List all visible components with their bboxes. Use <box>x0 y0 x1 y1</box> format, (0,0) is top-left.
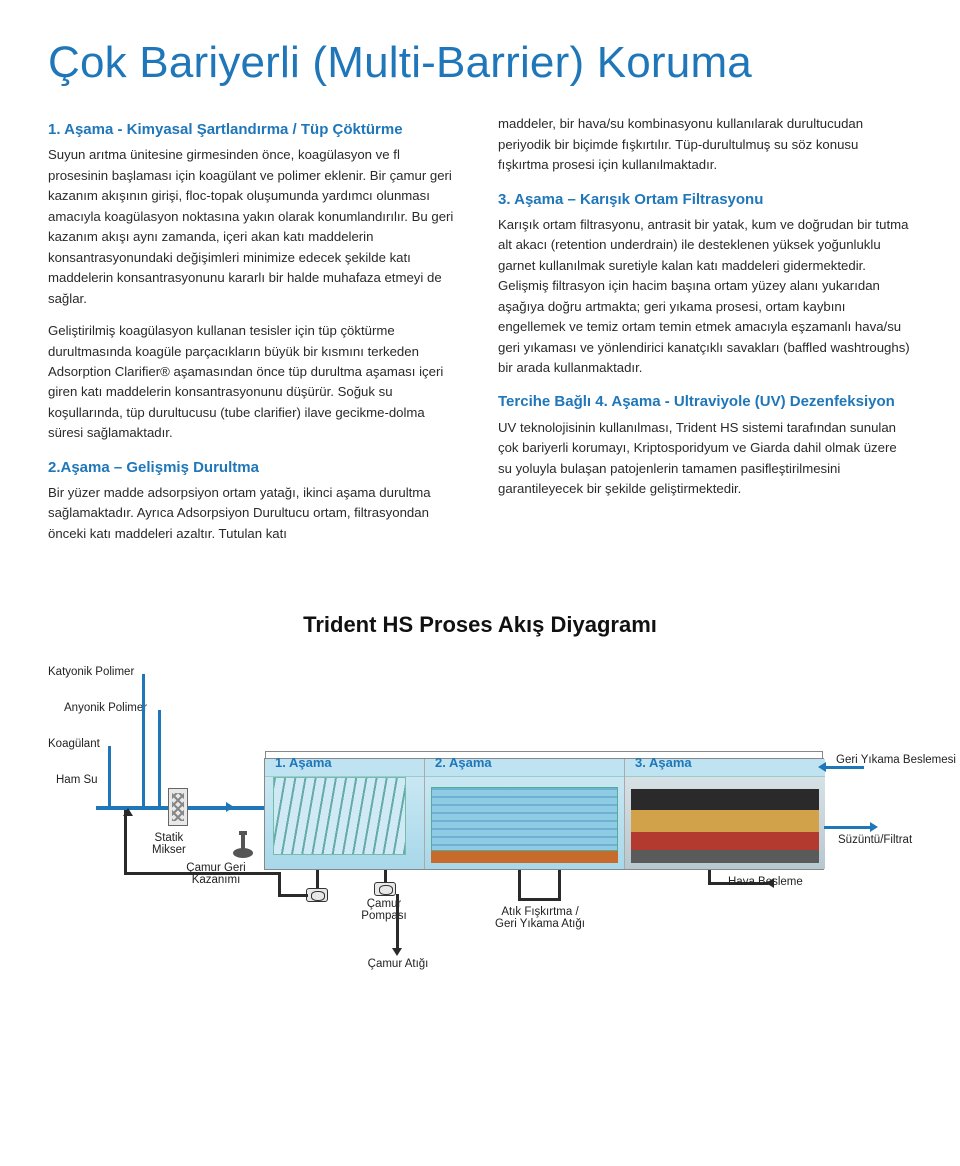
page-title: Çok Bariyerli (Multi-Barrier) Koruma <box>48 40 912 86</box>
sludge-pump-2-icon <box>374 882 396 896</box>
label-raw-water: Ham Su <box>56 774 98 786</box>
step1-heading: 1. Aşama - Kimyasal Şartlandırma / Tüp Ç… <box>48 118 462 141</box>
pipe-sludge-up <box>278 872 281 896</box>
static-mixer-icon <box>168 788 188 826</box>
pipe-sludge-return-v <box>124 810 127 874</box>
text-columns: 1. Aşama - Kimyasal Şartlandırma / Tüp Ç… <box>48 114 912 556</box>
step4-heading: Tercihe Bağlı 4. Aşama - Ultraviyole (UV… <box>498 390 912 413</box>
label-stage-1: 1. Aşama <box>275 755 332 770</box>
label-stage-3: 3. Aşama <box>635 755 692 770</box>
step4-para: UV teknolojisinin kullanılması, Trident … <box>498 418 912 500</box>
stage-3-mixed-media-filter: 3. Aşama <box>625 759 825 869</box>
label-static-mixer: Statik Mikser <box>152 832 186 856</box>
column-right: maddeler, bir hava/su kombinasyonu kulla… <box>498 114 912 556</box>
pipe-filtrate <box>824 826 872 829</box>
step1-para-1: Suyun arıtma ünitesine girmesinden önce,… <box>48 145 462 309</box>
treatment-tank: 1. Aşama 2. Aşama 3. Aşama <box>264 758 824 870</box>
step1-para-2: Geliştirilmiş koagülasyon kullanan tesis… <box>48 321 462 444</box>
stage-1-tube-settler: 1. Aşama <box>265 759 425 869</box>
label-sludge-pump: Çamur Pompası <box>361 898 406 922</box>
label-sludge-waste: Çamur Atığı <box>368 958 429 970</box>
step2-para-cont: maddeler, bir hava/su kombinasyonu kulla… <box>498 114 912 175</box>
pipe-backwash-feed <box>824 766 864 769</box>
pipe-cationic <box>142 674 145 808</box>
label-air-feed: Hava Besleme <box>728 876 803 888</box>
pipe-flush-v1 <box>518 870 521 900</box>
stage-2-clarifier: 2. Aşama <box>425 759 625 869</box>
process-flow-diagram: Katyonik Polimer Anyonik Polimer Koagüla… <box>48 666 912 976</box>
arrow-sludge-return <box>123 808 133 816</box>
arrow-backwash-feed <box>818 762 826 772</box>
pipe-mixer-to-tank <box>188 806 264 810</box>
label-anionic-polymer: Anyonik Polimer <box>64 702 147 714</box>
label-filtrate: Süzüntü/Filtrat <box>838 834 912 846</box>
tank-top <box>265 751 823 759</box>
sludge-pump-1-icon <box>306 888 328 902</box>
pipe-anionic <box>158 710 161 808</box>
label-flush-backwash-waste: Atık Fışkırtma / Geri Yıkama Atığı <box>495 906 585 930</box>
step2-heading: 2.Aşama – Gelişmiş Durultma <box>48 456 462 479</box>
pipe-sludge-down1 <box>316 870 319 890</box>
pipe-flush-h <box>518 898 561 901</box>
step2-para: Bir yüzer madde adsorpsiyon ortam yatağı… <box>48 483 462 544</box>
diagram-title: Trident HS Proses Akış Diyagramı <box>48 612 912 638</box>
label-stage-2: 2. Aşama <box>435 755 492 770</box>
pipe-coagulant <box>108 746 111 808</box>
label-sludge-recycle: Çamur Geri Kazanımı <box>186 862 245 886</box>
step3-heading: 3. Aşama – Karışık Ortam Filtrasyonu <box>498 188 912 211</box>
agitator-icon <box>229 831 265 861</box>
pipe-sludge-to-recycle <box>278 894 308 897</box>
step3-para: Karışık ortam filtrasyonu, antrasit bir … <box>498 215 912 379</box>
arrow-sludge-waste <box>392 948 402 956</box>
pipe-flush-v2 <box>558 870 561 900</box>
column-left: 1. Aşama - Kimyasal Şartlandırma / Tüp Ç… <box>48 114 462 556</box>
label-cationic-polymer: Katyonik Polimer <box>48 666 134 678</box>
label-coagulant: Koagülant <box>48 738 100 750</box>
arrow-filtrate <box>870 822 878 832</box>
pipe-sludge-waste-v <box>396 894 399 950</box>
label-backwash-feed: Geri Yıkama Beslemesi <box>836 754 956 766</box>
